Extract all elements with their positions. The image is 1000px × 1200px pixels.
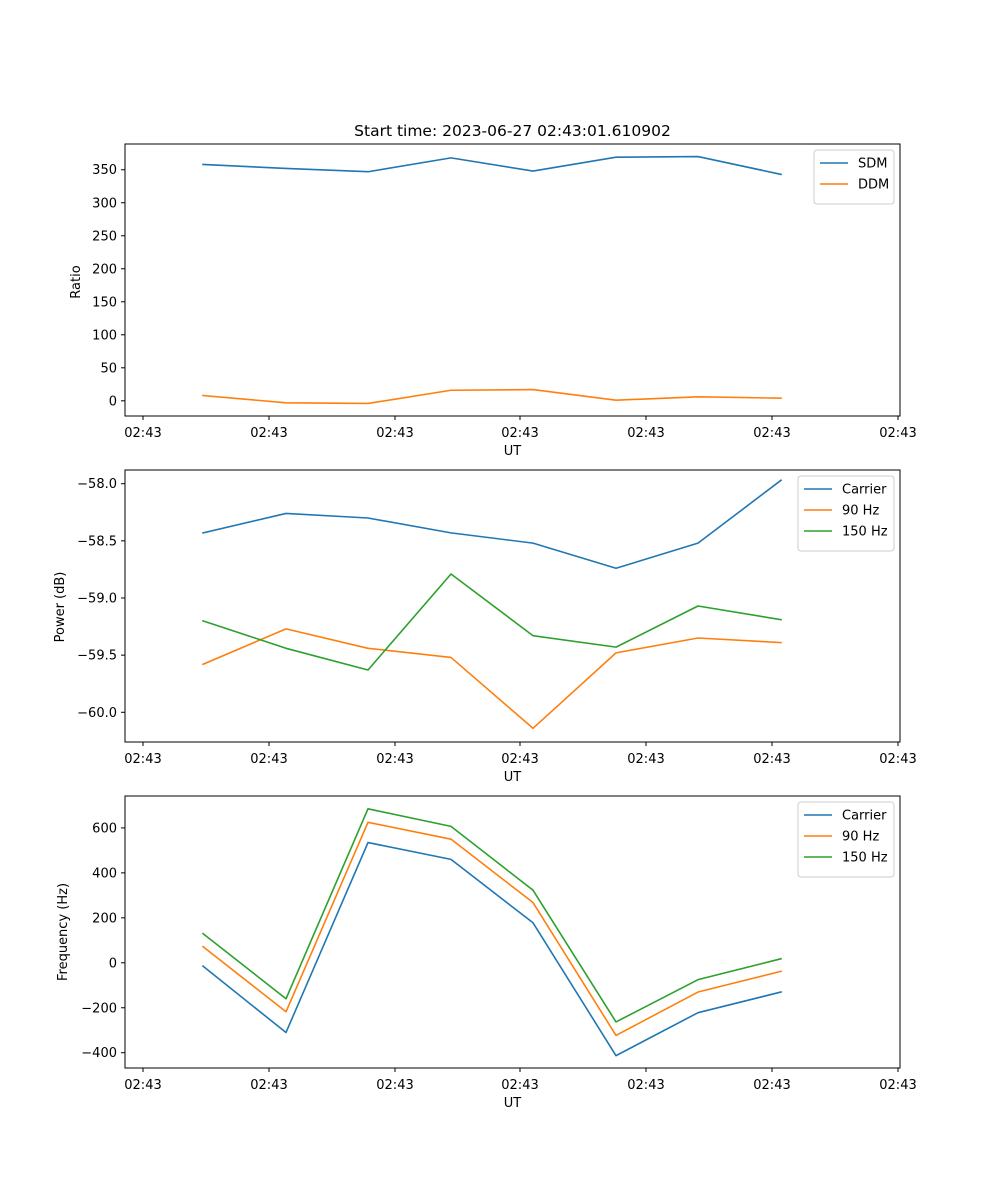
power-panel-x-axis-label: UT [504,770,522,785]
ratio-panel-x-tick-label: 02:43 [124,426,161,441]
frequency-panel-x-tick-label: 02:43 [376,1078,413,1093]
frequency-panel-series-line-2 [201,808,782,1023]
power-panel-x-tick-label: 02:43 [124,752,161,767]
power-panel-y-tick-label: −59.5 [77,649,117,664]
ratio-panel-y-tick-label: 0 [109,394,117,409]
frequency-panel-x-tick-label: 02:43 [627,1078,664,1093]
frequency-panel-y-tick-label: −400 [81,1046,117,1061]
frequency-panel-axes-frame [124,795,901,1069]
frequency-panel-x-tick-label: 02:43 [879,1078,916,1093]
ratio-panel-y-axis-label: Ratio [69,265,84,298]
ratio-panel-y-tick-label: 350 [92,163,117,178]
ratio-panel-series-line-1 [202,388,782,405]
power-panel-y-tick-label: −58.0 [77,477,117,492]
ratio-panel-y-tick-label: 50 [100,361,117,376]
frequency-panel-y-tick-label: 600 [92,821,117,836]
frequency-panel: UT Frequency (Hz) 02:43 02:43 02:43 02:43 02… [56,795,917,1111]
power-panel-x-tick-label: 02:43 [753,752,790,767]
power-panel-legend-label-2: 150 Hz [842,525,888,540]
power-panel-series-line-2 [201,573,782,671]
ratio-panel: UT Ratio 02:43 02:43 02:43 02:43 02:43 02:43 0… [69,143,917,459]
frequency-panel-series-line-0 [201,841,782,1057]
frequency-panel-x-tick-label: 02:43 [124,1078,161,1093]
ratio-panel-x-tick-label: 02:43 [376,426,413,441]
power-panel-y-tick-label: −58.5 [77,534,117,549]
ratio-panel-y-tick-label: 150 [92,295,117,310]
ratio-panel-x-tick-label: 02:43 [250,426,287,441]
frequency-panel-y-tick-label: 0 [109,956,117,971]
ratio-panel-x-tick-label: 02:43 [627,426,664,441]
frequency-panel-x-axis-label: UT [504,1096,522,1111]
ratio-panel-y-tick-label: 100 [92,328,117,343]
ratio-panel-x-axis-label: UT [504,444,522,459]
power-panel-x-tick-label: 02:43 [501,752,538,767]
power-panel-x-tick-label: 02:43 [879,752,916,767]
power-panel-y-axis-label: Power (dB) [53,572,68,643]
frequency-panel-legend-label-2: 150 Hz [842,851,888,866]
frequency-panel-legend [797,801,895,878]
ratio-panel-series-line-0 [202,155,782,176]
ratio-panel-legend-label-0: SDM [858,157,887,172]
power-panel-axes-frame [124,469,901,743]
frequency-panel-y-tick-label: 200 [92,911,117,926]
frequency-panel-legend-label-1: 90 Hz [842,830,879,845]
ratio-panel-legend-label-1: DDM [858,178,889,193]
frequency-panel-x-tick-label: 02:43 [501,1078,538,1093]
frequency-panel-series-line-1 [201,821,782,1037]
power-panel-x-tick-label: 02:43 [376,752,413,767]
power-panel-y-tick-label: −59.0 [77,592,117,607]
power-panel-legend-label-0: Carrier [842,483,887,498]
power-panel-legend-label-1: 90 Hz [842,504,879,519]
ratio-panel-y-tick-label: 200 [92,262,117,277]
power-panel-legend [797,475,895,552]
ratio-panel-axes-frame [124,143,901,417]
frequency-panel-x-tick-label: 02:43 [753,1078,790,1093]
ratio-panel-y-tick-label: 250 [92,229,117,244]
frequency-panel-x-tick-label: 02:43 [250,1078,287,1093]
ratio-panel-x-tick-label: 02:43 [879,426,916,441]
frequency-panel-y-tick-label: −200 [81,1001,117,1016]
power-panel-x-tick-label: 02:43 [250,752,287,767]
power-panel-series-line-1 [201,628,782,730]
power-panel: UT Power (dB) 02:43 02:43 02:43 02:43 02:43 0… [53,469,917,785]
power-panel-x-tick-label: 02:43 [627,752,664,767]
frequency-panel-legend-label-0: Carrier [842,809,887,824]
ratio-panel-x-tick-label: 02:43 [753,426,790,441]
power-panel-y-tick-label: −60.0 [77,706,117,721]
frequency-panel-y-axis-label: Frequency (Hz) [56,883,71,981]
ratio-panel-y-tick-label: 300 [92,196,117,211]
chart-title: Start time: 2023-06-27 02:43:01.610902 [354,122,671,140]
ratio-panel-x-tick-label: 02:43 [501,426,538,441]
frequency-panel-y-tick-label: 400 [92,866,117,881]
power-panel-series-line-0 [202,479,783,570]
